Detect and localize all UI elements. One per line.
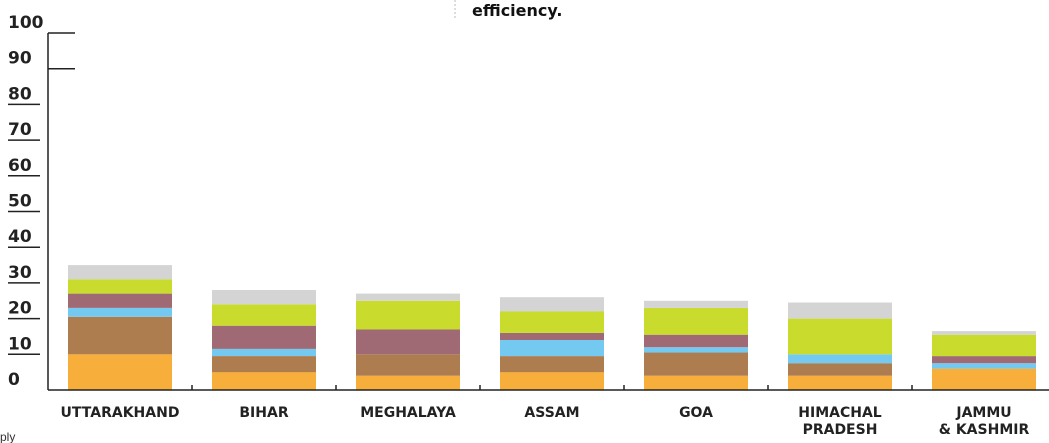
bar-segment <box>212 290 316 305</box>
bar-segment <box>356 329 460 355</box>
bar-segment <box>500 311 604 333</box>
bar-segment <box>788 375 892 390</box>
y-tick-label: 90 <box>8 49 32 69</box>
y-tick-label: 30 <box>8 263 32 283</box>
bar-segment <box>500 356 604 373</box>
bar-segment <box>356 375 460 390</box>
bar-segment <box>68 354 172 390</box>
side-text: ply <box>0 430 15 443</box>
bar-segment <box>788 363 892 376</box>
bar-segment <box>356 293 460 301</box>
bar-segment <box>932 331 1036 335</box>
bar-segment <box>932 363 1036 369</box>
y-tick-label: 40 <box>8 227 32 247</box>
y-tick-label: 20 <box>8 299 32 319</box>
x-tick-label: MEGHALAYA <box>360 405 456 421</box>
bar-segment <box>644 375 748 390</box>
bar-segment <box>932 368 1036 390</box>
bar-segment <box>644 307 748 335</box>
y-axis: 0 10 20 30 40 50 60 70 80 90 100 <box>8 13 75 390</box>
x-tick-label: ASSAM <box>524 405 579 421</box>
bar-segment <box>788 318 892 355</box>
y-tick-label: 60 <box>8 156 32 176</box>
bar-segment <box>932 356 1036 364</box>
x-axis: UTTARAKHAND BIHAR MEGHALAYA ASSAM GOA HIMACHA… <box>48 385 1049 438</box>
x-tick-label: HIMACHAL <box>798 405 882 421</box>
bar-segment <box>500 340 604 357</box>
bar-segment <box>500 372 604 390</box>
bar-segment <box>68 307 172 317</box>
bar-segment <box>68 316 172 355</box>
bar-segment <box>212 372 316 390</box>
bar-segment <box>788 354 892 364</box>
x-tick-label: JAMMU <box>955 405 1011 421</box>
bar-segment <box>212 356 316 373</box>
bar-segment <box>500 297 604 312</box>
bar-segment <box>212 348 316 356</box>
x-tick-label: GOA <box>679 405 713 421</box>
bars <box>68 265 1036 390</box>
annotation-text: efficiency. <box>472 1 562 20</box>
y-tick-label: 70 <box>8 120 32 140</box>
bar-segment <box>356 300 460 330</box>
y-tick-label: 0 <box>8 370 20 390</box>
bar-segment <box>644 334 748 348</box>
bar-segment <box>788 302 892 319</box>
y-tick-label: 50 <box>8 192 32 212</box>
bar-segment <box>644 347 748 353</box>
y-tick-label: 100 <box>8 13 44 33</box>
bar-segment <box>644 300 748 308</box>
bar-segment <box>356 354 460 376</box>
x-tick-label: PRADESH <box>803 422 878 438</box>
bar-segment <box>68 265 172 280</box>
x-tick-label: BIHAR <box>239 405 288 421</box>
x-tick-label: UTTARAKHAND <box>61 405 180 421</box>
bar-segment <box>500 332 604 340</box>
bar-segment <box>212 304 316 326</box>
bar-segment <box>68 279 172 294</box>
bar-segment <box>68 293 172 308</box>
y-tick-label: 10 <box>8 334 32 354</box>
bar-segment <box>212 325 316 349</box>
bar-segment <box>644 352 748 376</box>
bar-segment <box>932 334 1036 357</box>
y-tick-label: 80 <box>8 84 32 104</box>
x-tick-label: & KASHMIR <box>939 422 1030 438</box>
